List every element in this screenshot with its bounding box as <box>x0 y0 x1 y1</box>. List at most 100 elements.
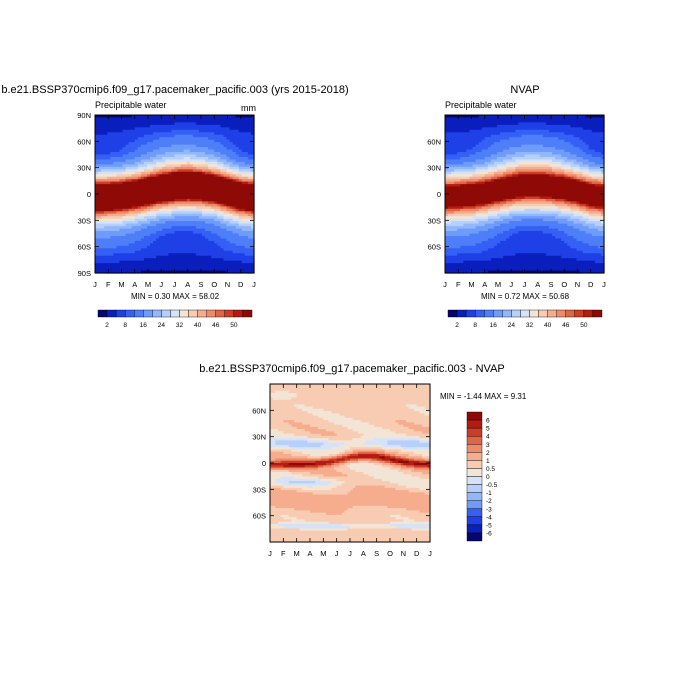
heatmap-cell <box>214 124 218 128</box>
heatmap-cell <box>131 129 136 133</box>
heatmap-cell <box>162 127 166 131</box>
heatmap-cell <box>159 152 163 156</box>
heatmap-cell <box>101 149 105 153</box>
heatmap-cell <box>174 132 179 136</box>
heatmap-cell <box>244 124 249 128</box>
heatmap-cell <box>98 132 102 136</box>
heatmap-cell <box>128 156 133 161</box>
heatmap-cell <box>220 144 225 148</box>
heatmap-cell <box>202 137 206 141</box>
heatmap-cell <box>195 152 200 156</box>
heatmap-cell <box>162 142 166 146</box>
heatmap-cell <box>183 134 188 138</box>
heatmap-cell <box>113 154 118 158</box>
heatmap-cell <box>226 134 231 138</box>
colorbar-label: 50 <box>230 322 238 329</box>
heatmap-cell <box>119 119 124 124</box>
heatmap-cell <box>244 139 249 143</box>
heatmap-cell <box>247 149 252 153</box>
heatmap-cell <box>113 119 118 124</box>
heatmap-cell <box>226 159 231 163</box>
heatmap-cell <box>202 127 206 131</box>
heatmap-cell <box>198 139 203 143</box>
heatmap-cell <box>165 137 169 141</box>
heatmap-cell <box>165 122 169 126</box>
heatmap-cell <box>122 139 127 143</box>
heatmap-cell <box>107 142 111 146</box>
heatmap-cell <box>229 144 234 148</box>
heatmap-cell <box>202 129 206 133</box>
heatmap-cell <box>223 134 228 138</box>
heatmap-cell <box>180 132 185 136</box>
heatmap-cell <box>110 122 114 126</box>
heatmap-cell <box>153 159 157 163</box>
heatmap-cell <box>177 127 182 131</box>
x-tick-label: J <box>159 280 163 289</box>
heatmap-cell <box>128 129 133 133</box>
heatmap-cell <box>174 164 179 168</box>
heatmap-cell <box>131 115 136 119</box>
heatmap-cell <box>128 144 133 148</box>
heatmap-cell <box>192 166 197 170</box>
heatmap-cell <box>159 159 163 163</box>
heatmap-cell <box>128 137 133 141</box>
heatmap-cell <box>247 169 252 173</box>
heatmap-cell <box>186 144 191 148</box>
heatmap-cell <box>180 169 185 173</box>
heatmap-cell <box>156 119 160 124</box>
heatmap-cell <box>226 152 231 156</box>
heatmap-cell <box>156 132 160 136</box>
heatmap-cell <box>171 142 176 146</box>
heatmap-cell <box>180 124 185 128</box>
heatmap-cell <box>110 171 114 175</box>
heatmap-cell <box>159 144 163 148</box>
heatmap-cell <box>122 124 127 128</box>
heatmap-cell <box>150 149 154 153</box>
heatmap-cell <box>156 166 160 170</box>
heatmap-cell <box>131 152 136 156</box>
heatmap-cell <box>171 115 176 119</box>
heatmap-cell <box>113 169 118 173</box>
colorbar-label: 40 <box>194 322 202 329</box>
heatmap-cell <box>226 154 231 158</box>
heatmap-cell <box>195 149 200 153</box>
heatmap-cell <box>244 161 249 165</box>
heatmap-cell <box>165 154 169 158</box>
heatmap-cell <box>208 149 212 153</box>
heatmap-cell <box>125 152 130 156</box>
heatmap-cell <box>146 156 151 161</box>
heatmap-cell <box>165 164 169 168</box>
heatmap-cell <box>150 115 154 119</box>
heatmap-cell <box>214 137 218 141</box>
heatmap-cell <box>156 147 160 151</box>
heatmap-cell <box>202 119 206 124</box>
heatmap-cell <box>198 119 203 124</box>
heatmap-cell <box>168 149 173 153</box>
heatmap-cell <box>104 161 108 165</box>
heatmap-cell <box>205 134 209 138</box>
heatmap-cell <box>186 142 191 146</box>
colorbar-label: 8 <box>123 322 127 329</box>
heatmap-cell <box>119 166 124 170</box>
heatmap-cell <box>131 122 136 126</box>
heatmap-cell <box>119 154 124 158</box>
heatmap-cell <box>134 129 139 133</box>
heatmap-cell <box>168 144 173 148</box>
heatmap-cell <box>244 147 249 151</box>
heatmap-cell <box>122 127 127 131</box>
heatmap-cell <box>110 152 114 156</box>
heatmap-cell <box>153 115 157 119</box>
heatmap-cell <box>156 115 160 119</box>
heatmap-cell <box>208 142 212 146</box>
heatmap-cell <box>146 166 151 170</box>
colorbar-label: 46 <box>212 322 220 329</box>
heatmap-cell <box>211 166 215 170</box>
heatmap-cell <box>202 156 206 161</box>
heatmap-cell <box>208 132 212 136</box>
heatmap-cell <box>165 166 169 170</box>
heatmap-cell <box>168 127 173 131</box>
heatmap-cell <box>143 122 148 126</box>
heatmap-cell <box>137 115 142 119</box>
heatmap-cell <box>143 127 148 131</box>
heatmap-cell <box>162 147 166 151</box>
